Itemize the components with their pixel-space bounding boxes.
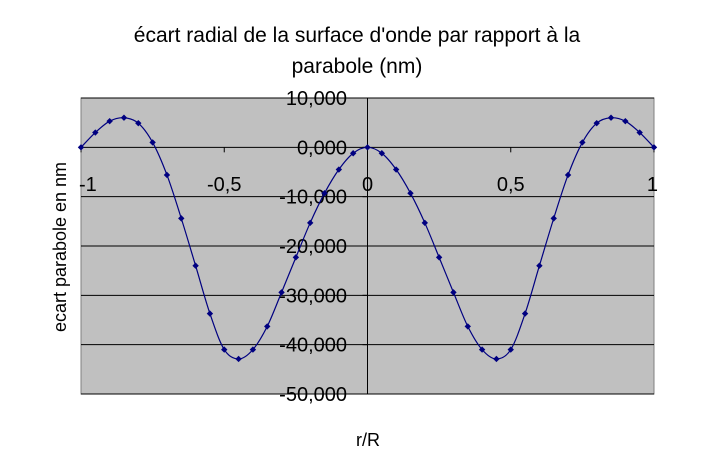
data-point-marker [120,114,128,121]
y-tick-label: 0,000 [297,137,347,159]
data-point-marker [235,355,242,363]
data-point-marker [450,289,457,296]
data-point-marker [264,323,271,330]
chart-title-line2: parabole (nm) [292,55,423,78]
data-point-marker [221,346,228,353]
y-tick-label: -40,000 [279,335,347,357]
data-point-marker [507,346,514,353]
data-point-marker [593,119,600,127]
data-point-marker [364,144,371,151]
data-point-marker [392,166,400,173]
data-point-marker [149,139,156,146]
y-tick-label: -20,000 [279,236,347,258]
data-point-marker [135,119,142,127]
x-tick-label: 1 [647,174,658,196]
data-point-marker [206,310,214,317]
x-tick-label: -0,5 [207,174,241,196]
data-point-marker [92,129,99,136]
data-point-marker [521,310,529,317]
data-point-marker [349,150,357,157]
data-point-marker [435,254,443,261]
data-point-marker [292,254,300,261]
data-point-marker [192,262,199,269]
x-tick-label: 0 [362,174,373,196]
y-tick-label: -30,000 [279,285,347,307]
data-point-marker [607,114,615,121]
data-point-marker [106,117,113,125]
data-point-marker [464,323,471,330]
data-point-marker [178,215,185,222]
x-tick-labels: -1 -0,5 0 0,5 1 [79,174,658,196]
data-point-marker [579,139,586,146]
y-axis-label: ecart parabole en nm [50,162,70,332]
data-point-marker [163,171,171,179]
data-point-marker [636,129,643,136]
data-point-marker [650,144,658,151]
y-tick-label: -10,000 [279,187,347,209]
data-point-marker [421,219,428,227]
data-point-marker [550,215,557,222]
chart-title-line1: écart radial de la surface d'onde par ra… [134,24,581,47]
data-point-marker [536,262,543,269]
data-point-marker [493,355,500,363]
data-point-marker [278,289,285,296]
x-tick-label: -1 [79,174,97,196]
x-tick-label: 0,5 [497,174,525,196]
y-tick-label: 10,000 [286,88,347,110]
data-point-marker [249,346,257,353]
data-point-marker [564,171,572,179]
y-tick-label: -50,000 [279,384,347,406]
data-point-marker [335,166,343,173]
y-tick-labels: 10,000 0,000 -10,000 -20,000 -30,000 -40,000 -… [279,88,347,406]
data-point-marker [307,219,314,227]
data-point-marker [77,144,85,151]
data-point-marker [378,150,386,157]
data-point-marker [321,190,328,197]
series-markers [77,114,658,363]
data-point-marker [478,346,486,353]
data-point-marker [407,190,414,197]
data-point-marker [622,117,629,125]
x-axis-label: r/R [356,430,380,450]
